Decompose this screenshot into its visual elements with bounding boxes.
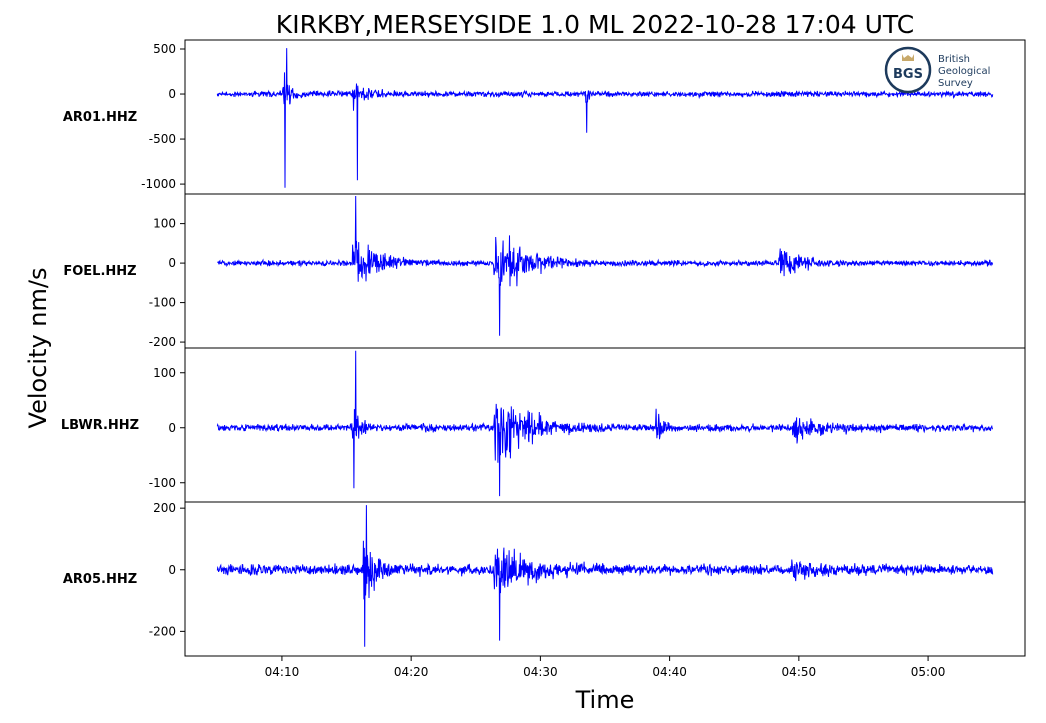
station-label: LBWR.HHZ <box>61 418 139 433</box>
x-tick-label: 04:20 <box>394 665 429 679</box>
y-tick-label: 0 <box>168 421 176 435</box>
y-tick-label: -100 <box>149 296 176 310</box>
y-tick-label: 100 <box>153 217 176 231</box>
y-tick-label: 200 <box>153 501 176 515</box>
bgs-logo-ring-icon <box>884 46 932 94</box>
waveform-trace <box>216 350 994 497</box>
bgs-logo-line3: Survey <box>938 78 973 89</box>
y-tick-label: 0 <box>168 563 176 577</box>
trace-panels: AR01.HHZ5000-500-1000FOEL.HHZ1000-100-20… <box>61 39 1026 657</box>
station-label: AR01.HHZ <box>63 110 137 125</box>
waveform-trace <box>216 505 994 647</box>
chart-title: KIRKBY,MERSEYSIDE 1.0 ML 2022-10-28 17:0… <box>276 10 914 39</box>
waveform-trace <box>217 195 994 336</box>
station-label: FOEL.HHZ <box>63 264 136 279</box>
x-tick-label: 04:10 <box>265 665 300 679</box>
y-tick-label: -500 <box>149 132 176 146</box>
y-axis-label: Velocity nm/s <box>24 268 52 429</box>
bgs-logo-line1: British <box>938 54 970 65</box>
bgs-logo-monogram: BGS <box>893 67 923 82</box>
x-tick-label: 04:40 <box>652 665 687 679</box>
bgs-crown-icon <box>902 54 914 61</box>
panel-ar05-hhz: AR05.HHZ 200 0 -200 <box>63 501 1026 657</box>
y-tick-label: 500 <box>153 42 176 56</box>
time-axis: 04:10 04:20 04:30 04:40 04:50 05:00 <box>265 656 946 679</box>
y-tick-label: -200 <box>149 335 176 349</box>
y-tick-label: 0 <box>168 256 176 270</box>
x-tick-label: 04:30 <box>523 665 558 679</box>
y-tick-label: -200 <box>149 624 176 638</box>
bgs-logo: BGS British Geological Survey <box>880 44 1010 96</box>
y-tick-label: 0 <box>168 87 176 101</box>
x-tick-label: 05:00 <box>911 665 946 679</box>
panel-frame <box>184 501 1026 657</box>
y-tick-label: -100 <box>149 476 176 490</box>
y-tick-label: 100 <box>153 366 176 380</box>
panel-lbwr-hhz: LBWR.HHZ 100 0 -100 <box>61 347 1026 503</box>
station-label: AR05.HHZ <box>63 572 137 587</box>
panel-frame <box>184 193 1026 349</box>
x-axis-label: Time <box>575 686 635 714</box>
y-tick-label: -1000 <box>141 177 176 191</box>
panel-foel-hhz: FOEL.HHZ 100 0 -100 -200 <box>63 193 1026 349</box>
x-tick-label: 04:50 <box>782 665 817 679</box>
bgs-logo-line2: Geological <box>938 66 990 77</box>
waveform-trace <box>216 48 994 188</box>
panel-frame <box>184 347 1026 503</box>
